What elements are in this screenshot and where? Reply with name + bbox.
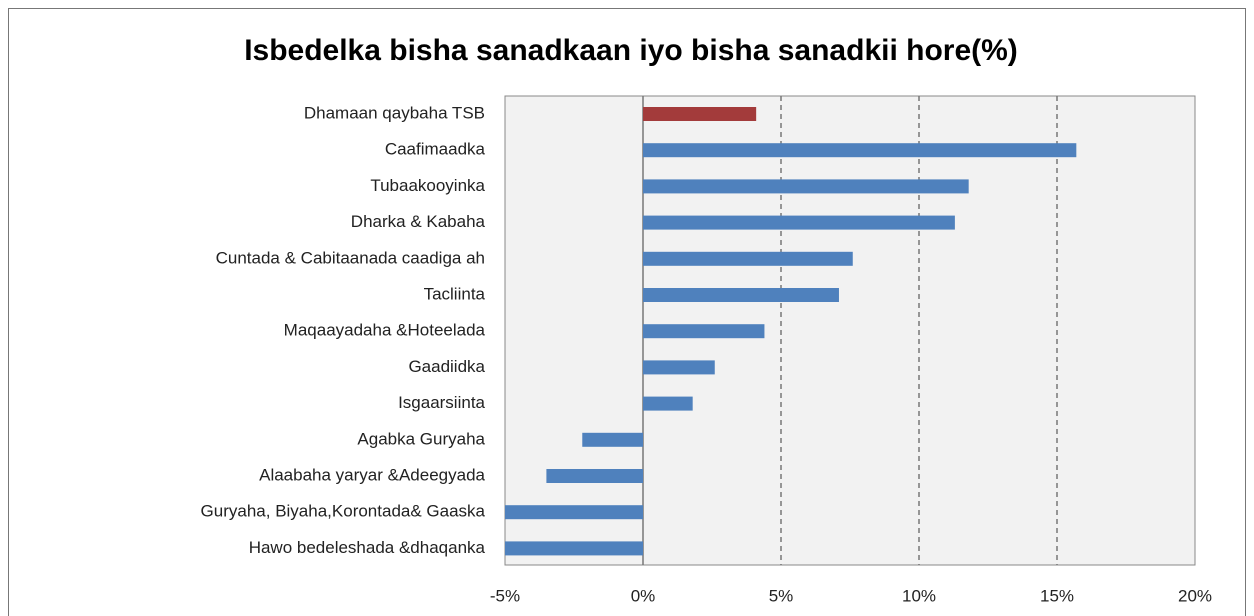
- x-tick-label: 10%: [902, 586, 936, 605]
- bar: [643, 324, 765, 339]
- bar: [546, 469, 643, 483]
- x-tick-label: -5%: [490, 586, 520, 605]
- bar: [505, 505, 643, 520]
- bar: [643, 143, 1077, 158]
- x-tick-label: 5%: [769, 586, 794, 605]
- y-tick-label: Tubaakooyinka: [370, 176, 485, 195]
- y-tick-label: Tacliinta: [424, 284, 486, 303]
- y-tick-label: Dhamaan qaybaha TSB: [304, 103, 485, 122]
- plot-area: [504, 95, 1196, 566]
- bar: [582, 432, 643, 447]
- chart-title: Isbedelka bisha sanadkaan iyo bisha sana…: [244, 34, 1018, 67]
- y-tick-label: Gaadiidka: [408, 357, 485, 376]
- x-tick-label: 0%: [631, 586, 656, 605]
- y-tick-label: Hawo bedeleshada &dhaqanka: [249, 538, 486, 557]
- bar: [643, 251, 853, 266]
- y-tick-label: Dharka & Kabaha: [351, 212, 486, 231]
- y-tick-label: Cuntada & Cabitaanada caadiga ah: [216, 248, 485, 267]
- bar: [643, 360, 715, 375]
- bar: [643, 215, 955, 230]
- bar: [643, 396, 693, 411]
- bar: [643, 179, 969, 194]
- y-tick-label: Caafimaadka: [385, 140, 486, 159]
- y-tick-label: Guryaha, Biyaha,Korontada& Gaaska: [201, 502, 486, 521]
- y-tick-label: Agabka Guryaha: [357, 429, 485, 448]
- bar: [643, 288, 839, 302]
- bar: [643, 107, 757, 121]
- y-tick-label: Maqaayadaha &Hoteelada: [284, 321, 486, 340]
- bar: [505, 541, 643, 556]
- x-tick-label: 20%: [1178, 586, 1212, 605]
- x-tick-label: 15%: [1040, 586, 1074, 605]
- y-tick-label: Alaabaha yaryar &Adeegyada: [259, 465, 485, 484]
- y-tick-label: Isgaarsiinta: [398, 393, 485, 412]
